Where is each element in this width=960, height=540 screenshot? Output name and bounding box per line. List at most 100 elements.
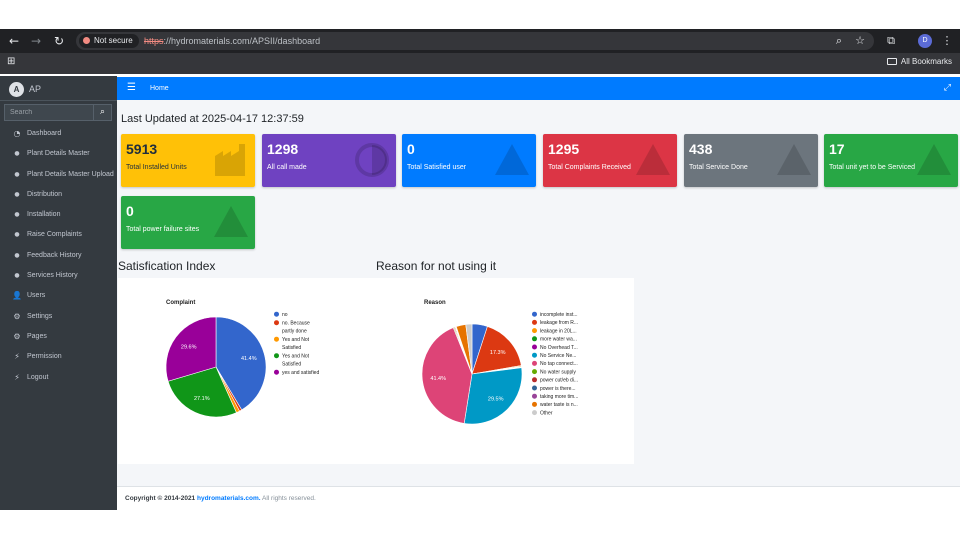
profile-avatar[interactable]: D: [918, 34, 932, 48]
footer: Copyright © 2014-2021 hydromaterials.com…: [117, 486, 960, 510]
legend-label: yes and satisfied: [282, 370, 319, 376]
brand-logo-icon: A: [9, 82, 24, 97]
pie-slice: [165, 316, 217, 382]
sidebar-item-label: Permission: [27, 353, 62, 361]
sidebar-item-label: Services History: [27, 272, 78, 280]
sidebar-item-dashboard[interactable]: ◔ Dashboard: [0, 124, 117, 144]
drop-icon: ●: [14, 251, 20, 259]
sidebar-item-label: Plant Details Master: [27, 150, 90, 158]
pie-data-label: 29.5%: [488, 396, 504, 402]
info-box-label: Total Satisfied user: [407, 164, 467, 171]
info-box-value: 1298: [267, 141, 299, 157]
dashboard-icon: ◔: [13, 129, 21, 138]
info-box-total-installed-units[interactable]: 5913 Total Installed Units: [121, 134, 255, 187]
legend-label: No Overhead T...: [540, 345, 578, 351]
legend-swatch: [274, 320, 279, 326]
legend-swatch: [532, 352, 537, 358]
search-icon[interactable]: ⌕: [93, 104, 112, 121]
url-path: ://hydromaterials.com/APSII/dashboard: [163, 36, 321, 46]
legend-label: partly done: [282, 329, 307, 335]
reload-icon[interactable]: ↻: [53, 34, 65, 48]
brand-link[interactable]: A AP: [9, 81, 41, 97]
forward-icon[interactable]: →: [30, 34, 42, 48]
warning-dot-icon: [83, 37, 90, 44]
legend-swatch: [532, 336, 537, 342]
footer-link[interactable]: hydromaterials.com.: [196, 495, 261, 502]
legend-label: Yes and Not: [282, 337, 310, 343]
drop-icon: ●: [14, 231, 20, 239]
fullscreen-icon[interactable]: ⤢: [943, 83, 951, 93]
info-box-value: 438: [689, 141, 713, 157]
url-scheme: https: [144, 36, 164, 46]
info-box-total-power-failure-sites[interactable]: 0 Total power failure sites: [121, 196, 255, 249]
legend-swatch: [532, 311, 537, 317]
info-box-total-satisfied-user[interactable]: 0 Total Satisfied user: [402, 134, 536, 187]
pie-data-label: 41.4%: [241, 356, 257, 362]
back-icon[interactable]: ←: [8, 34, 20, 48]
sidebar: A AP ⌕ ◔ Dashboard ● Plant Details Master ● Pl…: [0, 76, 117, 510]
sidebar-item-settings[interactable]: ⚙ Settings: [0, 307, 117, 327]
menu-toggle-icon[interactable]: ☰: [127, 82, 136, 93]
legend-label: no. Because: [282, 321, 310, 327]
bolt-icon: ⚡: [14, 352, 20, 362]
sidebar-search-input[interactable]: [4, 104, 93, 121]
gear-icon: ⚙: [13, 331, 21, 341]
drop-icon: ●: [14, 211, 20, 219]
bookmark-star-icon[interactable]: ☆: [855, 34, 865, 47]
sidebar-menu: ◔ Dashboard ● Plant Details Master ● Plant De…: [0, 124, 117, 388]
sidebar-item-raise-complaints[interactable]: ● Raise Complaints: [0, 225, 117, 245]
sidebar-item-logout[interactable]: ⚡ Logout: [0, 368, 117, 388]
sidebar-item-plant-details-master[interactable]: ● Plant Details Master: [0, 144, 117, 164]
sidebar-item-services-history[interactable]: ● Services History: [0, 266, 117, 286]
sidebar-item-pages[interactable]: ⚙ Pages: [0, 327, 117, 347]
legend-swatch: [532, 385, 537, 391]
sidebar-item-users[interactable]: 👤 Users: [0, 286, 117, 306]
info-box-total-unit-yet-to-be-serviced[interactable]: 17 Total unit yet to be Serviced: [824, 134, 958, 187]
legend-label: No Service Ne...: [540, 353, 576, 359]
brand-text: AP: [29, 84, 42, 94]
pie-slice: [167, 366, 237, 418]
legend-swatch: [532, 410, 537, 416]
sidebar-item-permission[interactable]: ⚡ Permission: [0, 347, 117, 367]
url-text[interactable]: https://hydromaterials.com/APSII/dashboa…: [144, 32, 320, 50]
drop-icon: ●: [14, 190, 20, 198]
info-box-label: Total power failure sites: [126, 226, 200, 233]
zoom-icon[interactable]: ⌕: [835, 34, 843, 47]
drop-icon: ●: [14, 150, 20, 158]
legend-swatch: [274, 336, 279, 342]
address-bar[interactable]: Not secure https://hydromaterials.com/AP…: [76, 32, 874, 50]
all-bookmarks-label: All Bookmarks: [900, 57, 952, 66]
not-secure-badge[interactable]: Not secure: [79, 34, 139, 48]
pie-slice: [215, 316, 267, 411]
apps-grid-icon[interactable]: ⊞: [7, 56, 16, 67]
info-box-label: Total Installed Units: [126, 164, 187, 171]
info-box-value: 1295: [548, 141, 580, 157]
sidebar-item-installation[interactable]: ● Installation: [0, 205, 117, 225]
info-box-total-service-done[interactable]: 438 Total Service Done: [684, 134, 818, 187]
more-menu-icon[interactable]: ⋮: [941, 34, 953, 47]
info-box-label: Total Complaints Received: [548, 164, 631, 171]
sidebar-item-label: Pages: [27, 332, 47, 340]
info-box-total-complaints-received[interactable]: 1295 Total Complaints Received: [543, 134, 677, 187]
top-navbar: ☰ Home ⤢: [117, 77, 960, 100]
legend-swatch: [532, 328, 537, 334]
sidebar-item-distribution[interactable]: ● Distribution: [0, 185, 117, 205]
pie-slice: [421, 327, 473, 424]
browser-toolbar: ← → ↻ Not secure https://hydromaterials.…: [0, 29, 960, 53]
footer-rights: All rights reserved.: [260, 495, 316, 502]
sidebar-item-plant-details-master-upload[interactable]: ● Plant Details Master Upload: [0, 165, 117, 185]
legend-label: leakage from R...: [540, 320, 578, 326]
extensions-icon[interactable]: ⧉: [887, 34, 895, 47]
user-icon: 👤: [12, 291, 22, 301]
charts-panel: Complaint 41.4% 27.1% 29.6% no no. Because par…: [118, 278, 634, 464]
nav-home-link[interactable]: Home: [150, 85, 169, 92]
sidebar-item-label: Users: [27, 292, 46, 300]
legend-label: power cut/eb di...: [540, 378, 578, 384]
info-box-all-call-made[interactable]: 1298 All call made: [262, 134, 396, 187]
sidebar-item-feedback-history[interactable]: ● Feedback History: [0, 246, 117, 266]
chart-0-title: Complaint: [166, 300, 195, 306]
info-box-value: 17: [829, 141, 845, 157]
all-bookmarks-button[interactable]: All Bookmarks: [886, 57, 952, 66]
sidebar-item-label: Dashboard: [27, 130, 62, 137]
